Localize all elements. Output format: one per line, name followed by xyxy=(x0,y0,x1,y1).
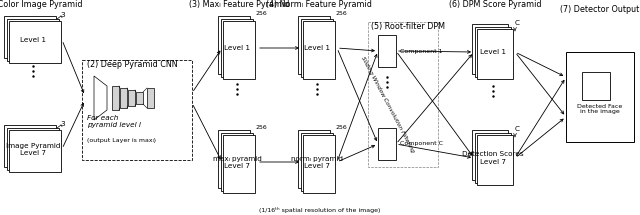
Bar xyxy=(368,22,438,167)
Text: Detected Face
in the image: Detected Face in the image xyxy=(577,104,623,114)
Bar xyxy=(378,128,396,160)
Text: 3: 3 xyxy=(60,12,65,18)
Bar xyxy=(221,132,253,190)
Text: Detection Scores
Level 7: Detection Scores Level 7 xyxy=(462,152,524,164)
Text: (1) Color Image Pyramid: (1) Color Image Pyramid xyxy=(0,0,83,9)
Bar xyxy=(474,26,511,77)
Bar xyxy=(474,132,511,183)
Text: C: C xyxy=(515,20,520,26)
Text: Image Pyramid
Level 7: Image Pyramid Level 7 xyxy=(6,143,60,156)
Bar xyxy=(303,21,335,79)
Text: (3) Maxₗ Feature Pyramid: (3) Maxₗ Feature Pyramid xyxy=(189,0,289,9)
Bar xyxy=(4,125,56,167)
Bar xyxy=(147,88,154,108)
Text: (output Layer is maxₗ): (output Layer is maxₗ) xyxy=(87,138,156,143)
Bar xyxy=(9,21,61,63)
Text: Component 1: Component 1 xyxy=(400,49,442,54)
Bar xyxy=(301,18,333,77)
Bar xyxy=(6,127,58,169)
Bar xyxy=(301,132,333,190)
Text: Sliding Window Convolution Filtering: Sliding Window Convolution Filtering xyxy=(360,56,415,154)
Bar xyxy=(298,130,330,188)
Bar xyxy=(112,86,119,110)
Bar xyxy=(472,24,508,74)
Text: Level 1: Level 1 xyxy=(304,45,330,51)
Bar xyxy=(378,35,396,67)
Bar xyxy=(582,72,610,100)
Text: Level 1: Level 1 xyxy=(20,37,46,43)
Bar xyxy=(6,18,58,60)
Text: (1/16ᵗʰ spatial resolution of the image): (1/16ᵗʰ spatial resolution of the image) xyxy=(259,207,381,213)
Text: (5) Root-filter DPM: (5) Root-filter DPM xyxy=(371,22,445,31)
Bar xyxy=(298,16,330,74)
Bar xyxy=(136,92,143,104)
Text: maxₗ pyramid
Level 7: maxₗ pyramid Level 7 xyxy=(212,155,261,169)
Text: (7) Detector Output: (7) Detector Output xyxy=(561,5,639,14)
Bar xyxy=(218,130,250,188)
Text: 3: 3 xyxy=(60,121,65,127)
Bar xyxy=(82,60,192,160)
Text: (4) Normₗ Feature Pyramid: (4) Normₗ Feature Pyramid xyxy=(266,0,372,9)
Text: 256: 256 xyxy=(255,11,267,16)
Text: 256: 256 xyxy=(335,11,347,16)
Text: Component C: Component C xyxy=(400,141,443,146)
Text: Level 1: Level 1 xyxy=(224,45,250,51)
Bar xyxy=(477,135,513,185)
Text: C: C xyxy=(515,126,520,132)
Bar xyxy=(120,88,127,108)
Bar xyxy=(477,29,513,79)
Bar xyxy=(4,16,56,58)
Bar xyxy=(566,52,634,142)
Bar xyxy=(223,21,255,79)
Text: 256: 256 xyxy=(335,125,347,130)
Bar xyxy=(9,130,61,172)
Bar xyxy=(128,90,135,106)
Bar xyxy=(221,18,253,77)
Text: normₗ pyramid
Level 7: normₗ pyramid Level 7 xyxy=(291,155,343,169)
Bar xyxy=(472,130,508,180)
Bar xyxy=(223,135,255,193)
Text: (2) Deep Pyramid CNN: (2) Deep Pyramid CNN xyxy=(87,60,178,69)
Text: 256: 256 xyxy=(255,125,267,130)
Text: Level 1: Level 1 xyxy=(480,49,506,55)
Text: For each
pyramid level l: For each pyramid level l xyxy=(87,115,141,128)
Text: (6) DPM Score Pyramid: (6) DPM Score Pyramid xyxy=(449,0,541,9)
Bar xyxy=(218,16,250,74)
Bar xyxy=(303,135,335,193)
